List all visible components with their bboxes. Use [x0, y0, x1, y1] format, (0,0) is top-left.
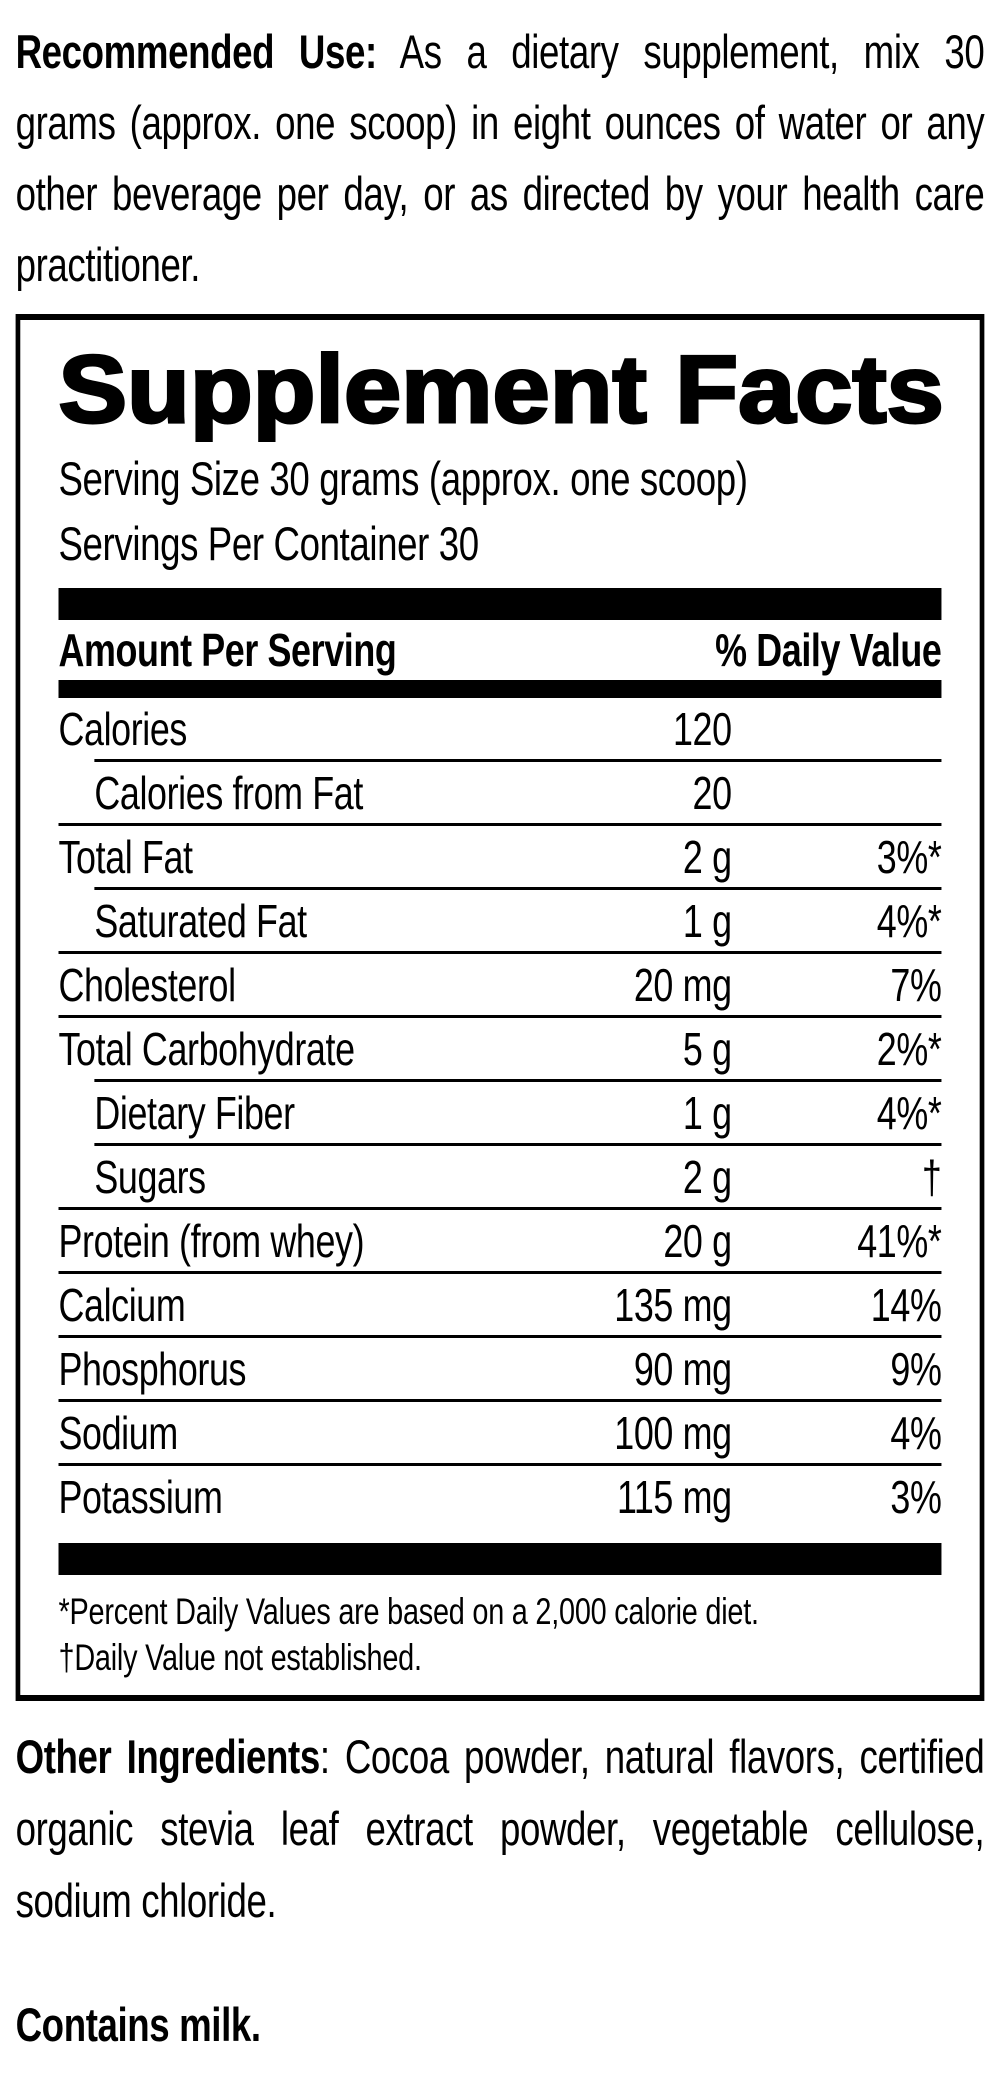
- nutrient-amount: 5 g: [682, 1022, 732, 1075]
- table-row: Dietary Fiber 1 g 4%*: [58, 1082, 941, 1143]
- nutrient-daily-value: 41%*: [857, 1214, 942, 1267]
- other-ingredients-label: Other Ingredients: [15, 1730, 321, 1783]
- daily-value-header: % Daily Value: [715, 624, 942, 676]
- nutrient-amount: 115 mg: [616, 1470, 732, 1523]
- nutrient-daily-value: 2%*: [876, 1022, 942, 1075]
- nutrient-name: Saturated Fat: [94, 894, 307, 947]
- table-row: Calcium 135 mg 14%: [58, 1274, 941, 1335]
- nutrient-amount: 1 g: [682, 1086, 732, 1139]
- footnotes: *Percent Daily Values are based on a 2,0…: [58, 1589, 941, 1681]
- row-separator: [58, 1015, 942, 1018]
- nutrient-name: Potassium: [58, 1470, 223, 1523]
- nutrient-amount: 20 g: [663, 1214, 732, 1267]
- row-separator: [58, 951, 942, 954]
- nutrient-daily-value: 14%: [870, 1278, 942, 1331]
- nutrient-name: Calories from Fat: [94, 766, 363, 819]
- table-row: Total Fat 2 g 3%*: [58, 826, 941, 887]
- nutrient-amount: 2 g: [682, 1150, 732, 1203]
- row-separator: [58, 1271, 942, 1274]
- row-separator: [94, 759, 942, 762]
- nutrient-amount: 20: [692, 766, 733, 819]
- other-ingredients-text: : Cocoa powder, natural flavors, certifi…: [15, 1730, 985, 1927]
- contains-allergen-statement: Contains milk.: [15, 1998, 261, 2051]
- recommended-use-label: Recommended Use:: [15, 25, 378, 78]
- footnote-daily-values: *Percent Daily Values are based on a 2,0…: [58, 1591, 759, 1632]
- nutrient-daily-value: 4%*: [876, 894, 942, 947]
- nutrient-name: Sugars: [94, 1150, 206, 1203]
- supplement-facts-title-graphic: Supplement Facts: [58, 338, 945, 442]
- divider-bar-top: [58, 588, 942, 620]
- nutrient-name: Calories: [58, 702, 187, 755]
- amount-per-serving-header: Amount Per Serving: [58, 624, 397, 676]
- table-row: Total Carbohydrate 5 g 2%*: [58, 1018, 941, 1079]
- serving-size: Serving Size 30 grams (approx. one scoop…: [58, 452, 748, 505]
- nutrient-daily-value: 3%*: [876, 830, 942, 883]
- nutrient-name: Sodium: [58, 1406, 178, 1459]
- row-separator: [94, 887, 942, 890]
- servings-per-container: Servings Per Container 30: [58, 517, 479, 570]
- table-row: Calories 120: [58, 698, 941, 759]
- divider-bar-header: [58, 680, 942, 698]
- nutrient-daily-value: †: [921, 1150, 942, 1203]
- nutrient-name: Total Carbohydrate: [58, 1022, 355, 1075]
- table-row: Cholesterol 20 mg 7%: [58, 954, 941, 1015]
- label-page: Recommended Use: As a dietary supplement…: [0, 16, 1000, 2052]
- panel-title: Supplement Facts: [58, 338, 943, 442]
- nutrient-name: Dietary Fiber: [94, 1086, 295, 1139]
- nutrient-table: Calories 120 Calories from Fat 20 Total …: [58, 698, 942, 1527]
- nutrient-daily-value: 4%*: [876, 1086, 942, 1139]
- nutrient-amount: 1 g: [682, 894, 732, 947]
- row-separator: [58, 1207, 942, 1210]
- supplement-facts-panel: Supplement Facts Serving Size 30 grams (…: [15, 314, 985, 1701]
- table-row: Saturated Fat 1 g 4%*: [58, 890, 941, 951]
- nutrient-daily-value: 4%: [890, 1406, 942, 1459]
- recommended-use-paragraph: Recommended Use: As a dietary supplement…: [16, 16, 985, 300]
- row-separator: [58, 1463, 942, 1466]
- recommended-use-text: As a dietary supplement, mix 30 grams (a…: [15, 25, 985, 291]
- divider-bar-bottom: [58, 1543, 942, 1575]
- table-row: Protein (from whey) 20 g 41%*: [58, 1210, 941, 1271]
- table-row: Sodium 100 mg 4%: [58, 1402, 941, 1463]
- nutrient-amount: 90 mg: [633, 1342, 732, 1395]
- nutrient-amount: 100 mg: [614, 1406, 732, 1459]
- table-row: Sugars 2 g †: [58, 1146, 941, 1207]
- nutrient-name: Protein (from whey): [58, 1214, 365, 1267]
- row-separator: [58, 1335, 942, 1338]
- nutrient-amount: 20 mg: [633, 958, 732, 1011]
- nutrient-daily-value: 9%: [890, 1342, 942, 1395]
- table-row: Calories from Fat 20: [58, 762, 941, 823]
- nutrient-name: Total Fat: [58, 830, 193, 883]
- other-ingredients-paragraph: Other Ingredients: Cocoa powder, natural…: [16, 1721, 985, 1937]
- nutrient-name: Phosphorus: [58, 1342, 247, 1395]
- nutrient-daily-value: 7%: [890, 958, 942, 1011]
- nutrient-amount: 135 mg: [614, 1278, 732, 1331]
- footnote-dagger: †Daily Value not established.: [58, 1637, 422, 1678]
- table-row: Potassium 115 mg 3%: [58, 1466, 941, 1527]
- nutrient-daily-value: 3%: [890, 1470, 942, 1523]
- row-separator: [94, 1079, 942, 1082]
- row-separator: [58, 1399, 942, 1402]
- row-separator: [94, 1143, 942, 1146]
- row-separator: [58, 823, 942, 826]
- nutrient-name: Cholesterol: [58, 958, 236, 1011]
- table-header-row: Amount Per Serving % Daily Value: [58, 620, 941, 680]
- table-row: Phosphorus 90 mg 9%: [58, 1338, 941, 1399]
- nutrient-amount: 120: [672, 702, 732, 755]
- nutrient-name: Calcium: [58, 1278, 186, 1331]
- nutrient-amount: 2 g: [682, 830, 732, 883]
